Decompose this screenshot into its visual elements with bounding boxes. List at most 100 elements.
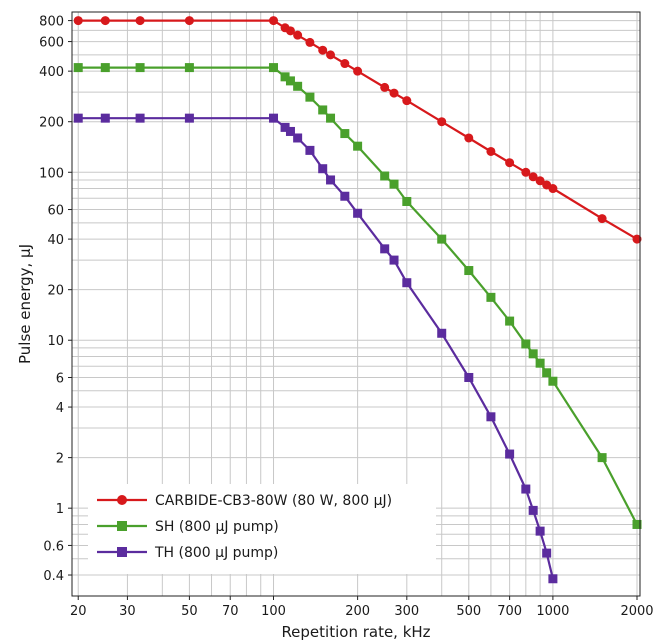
data-point bbox=[73, 63, 83, 73]
data-point bbox=[464, 266, 474, 276]
data-point bbox=[437, 234, 447, 244]
y-tick-label: 60 bbox=[47, 204, 64, 219]
data-point bbox=[326, 175, 336, 185]
data-point bbox=[437, 117, 447, 127]
data-point bbox=[464, 372, 474, 382]
series-2 bbox=[73, 63, 642, 529]
legend-label: TH (800 µJ pump) bbox=[154, 545, 278, 561]
data-point bbox=[293, 30, 303, 40]
y-tick-label: 4 bbox=[56, 401, 64, 416]
x-axis-title: Repetition rate, kHz bbox=[281, 623, 430, 641]
data-point bbox=[548, 184, 558, 194]
data-point bbox=[528, 349, 538, 359]
data-point bbox=[305, 37, 315, 47]
y-tick-label: 200 bbox=[39, 116, 64, 131]
y-tick-label: 2 bbox=[56, 452, 64, 467]
legend-label: CARBIDE-CB3-80W (80 W, 800 µJ) bbox=[155, 493, 392, 509]
data-point bbox=[326, 50, 336, 60]
data-point bbox=[135, 63, 145, 73]
data-point bbox=[528, 172, 538, 182]
x-tick-label: 500 bbox=[456, 604, 481, 619]
data-point bbox=[542, 368, 552, 378]
data-point bbox=[380, 82, 390, 92]
data-point bbox=[100, 113, 110, 123]
legend-label: SH (800 µJ pump) bbox=[155, 519, 279, 535]
data-point bbox=[305, 92, 315, 102]
data-point bbox=[505, 158, 515, 168]
data-point bbox=[318, 45, 328, 55]
data-point bbox=[285, 26, 295, 36]
legend: CARBIDE-CB3-80W (80 W, 800 µJ) SH (800 µJ… bbox=[88, 484, 436, 574]
data-point bbox=[184, 113, 194, 123]
x-tick-label: 20 bbox=[70, 604, 87, 619]
y-tick-label: 400 bbox=[39, 65, 64, 80]
plot-frame bbox=[71, 11, 641, 597]
y-tick-label: 600 bbox=[39, 36, 64, 51]
data-point bbox=[340, 129, 350, 139]
data-point bbox=[402, 278, 412, 288]
y-tick-label: 6 bbox=[56, 371, 64, 386]
y-axis-ticks: 0.4 0.6 1 2 4 6 10 20 40 60 100 200 400 600 800 bbox=[39, 15, 72, 584]
data-point bbox=[340, 191, 350, 201]
data-point bbox=[269, 113, 279, 123]
data-point bbox=[353, 141, 363, 151]
y-axis-title: Pulse energy, µJ bbox=[16, 244, 34, 364]
y-tick-label: 0.4 bbox=[43, 569, 64, 584]
data-point bbox=[389, 179, 399, 189]
data-point bbox=[353, 66, 363, 76]
y-tick-label: 1 bbox=[56, 502, 64, 517]
data-point bbox=[293, 81, 303, 91]
data-point bbox=[269, 16, 279, 26]
data-point bbox=[486, 412, 496, 422]
data-point bbox=[402, 96, 412, 106]
data-point bbox=[135, 113, 145, 123]
data-point bbox=[528, 505, 538, 515]
series-layer bbox=[73, 16, 642, 584]
data-point bbox=[464, 133, 474, 143]
data-point bbox=[535, 358, 545, 368]
data-point bbox=[305, 145, 315, 155]
data-point bbox=[184, 63, 194, 73]
y-tick-label: 100 bbox=[39, 166, 64, 181]
data-point bbox=[380, 244, 390, 254]
x-axis-ticks: 20 30 50 70 100 200 300 500 700 1000 2000 bbox=[70, 596, 654, 619]
data-point bbox=[389, 88, 399, 98]
data-point bbox=[280, 122, 290, 132]
data-point bbox=[184, 16, 194, 26]
data-point bbox=[402, 196, 412, 206]
x-tick-label: 50 bbox=[181, 604, 198, 619]
x-tick-label: 70 bbox=[222, 604, 239, 619]
legend-marker bbox=[117, 547, 127, 557]
data-point bbox=[535, 176, 545, 186]
data-point bbox=[73, 16, 83, 26]
data-point bbox=[548, 574, 558, 584]
data-point bbox=[542, 548, 552, 558]
data-point bbox=[269, 63, 279, 73]
data-point bbox=[285, 76, 295, 86]
x-tick-label: 300 bbox=[394, 604, 419, 619]
data-point bbox=[437, 328, 447, 338]
data-point bbox=[548, 376, 558, 386]
data-point bbox=[389, 255, 399, 265]
data-point bbox=[285, 126, 295, 136]
data-point bbox=[505, 316, 515, 326]
data-point bbox=[318, 164, 328, 174]
data-point bbox=[521, 484, 531, 494]
y-tick-label: 10 bbox=[47, 334, 64, 349]
y-tick-label: 800 bbox=[39, 15, 64, 30]
data-point bbox=[521, 339, 531, 349]
data-point bbox=[135, 16, 145, 26]
x-tick-label: 30 bbox=[119, 604, 136, 619]
data-point bbox=[280, 72, 290, 82]
data-point bbox=[100, 63, 110, 73]
data-point bbox=[486, 292, 496, 302]
data-point bbox=[73, 113, 83, 123]
y-tick-label: 40 bbox=[47, 233, 64, 248]
x-tick-label: 700 bbox=[497, 604, 522, 619]
data-point bbox=[326, 113, 336, 123]
data-point bbox=[535, 526, 545, 536]
data-point bbox=[100, 16, 110, 26]
data-point bbox=[632, 519, 642, 529]
x-tick-label: 1000 bbox=[536, 604, 569, 619]
